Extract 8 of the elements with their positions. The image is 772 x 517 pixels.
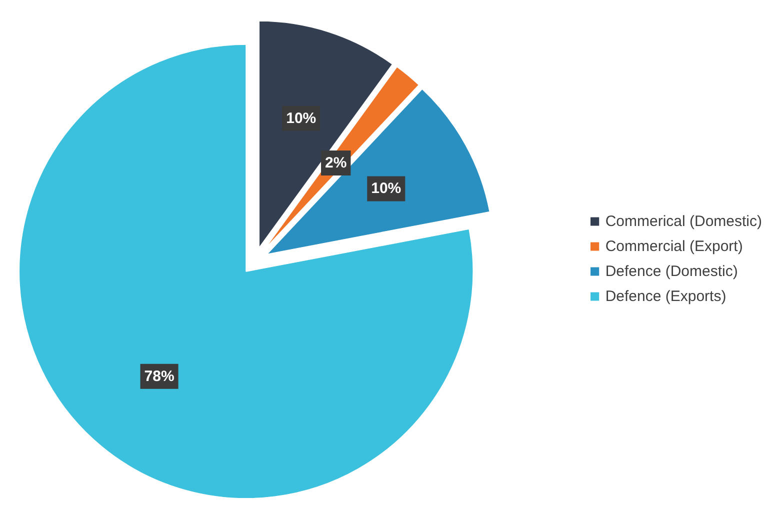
data-label: 10%: [371, 180, 402, 198]
legend-label: Defence (Exports): [605, 288, 726, 304]
legend-label: Defence (Domestic): [605, 262, 738, 280]
data-label: 78%: [144, 368, 174, 385]
data-label: 10%: [286, 110, 316, 127]
legend-label: Commercial (Export): [605, 238, 743, 254]
legend-label: Commerical (Domestic): [605, 212, 762, 230]
data-label: 2%: [325, 154, 347, 172]
